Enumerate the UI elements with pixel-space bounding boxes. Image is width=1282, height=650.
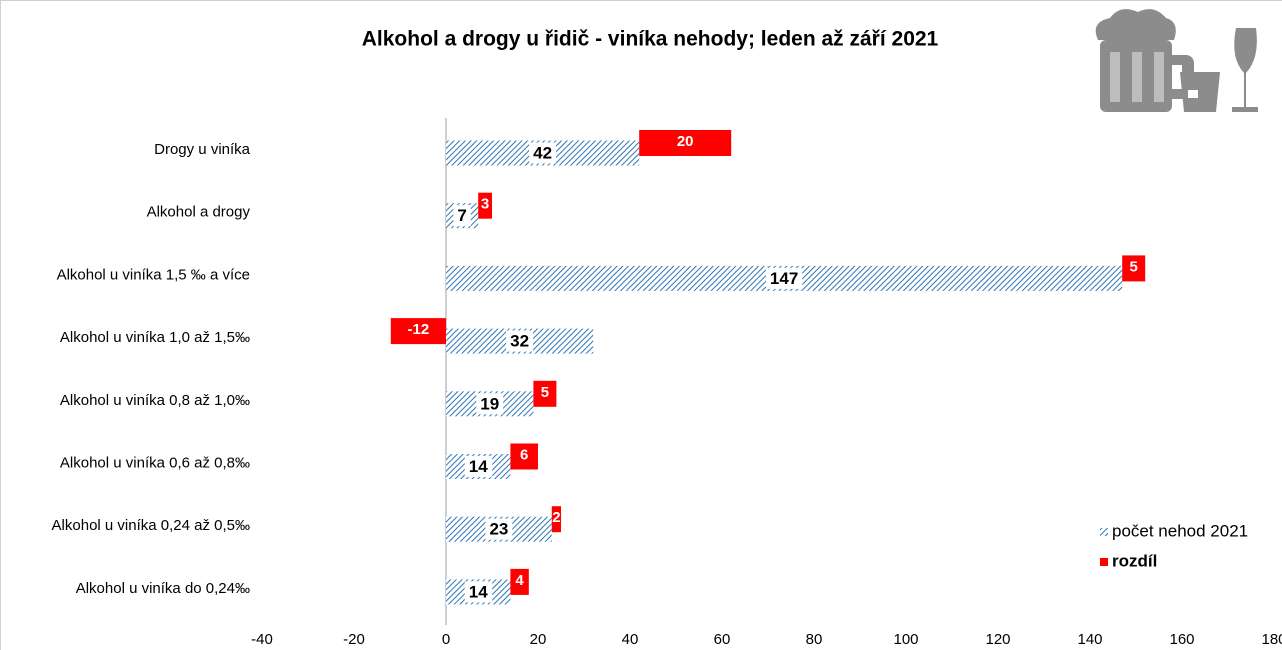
x-tick-label: 120 [985,631,1010,648]
bar [478,192,492,219]
bar [510,443,538,470]
legend-marker [1100,528,1108,536]
y-tick-label: Alkohol u viníka 0,6 až 0,8‰ [60,454,250,471]
data-label: 7 [457,206,466,225]
drinks-icon [1095,9,1258,112]
legend-label: počet nehod 2021 [1112,521,1248,540]
data-label-bg [485,518,513,540]
data-label-bg [529,142,557,164]
y-tick-label: Drogy u viníka [154,141,251,158]
data-label: 6 [520,446,528,463]
data-label: 147 [770,269,798,288]
data-label: 42 [533,143,552,162]
data-label-bg [476,393,504,415]
x-tick-label: 140 [1077,631,1102,648]
y-tick-label: Alkohol u viníka 1,0 až 1,5‰ [60,329,250,346]
y-tick-label: Alkohol u viníka do 0,24‰ [76,580,250,597]
data-label-bg [464,581,493,603]
y-tick-label: Alkohol a drogy [147,204,251,221]
x-tick-label: 40 [622,631,639,648]
legend-marker [1100,558,1108,566]
data-label: 20 [677,133,694,150]
x-tick-label: 100 [893,631,918,648]
bar [390,318,446,345]
bar [551,506,561,533]
data-label: 19 [480,394,499,413]
data-label: 5 [1130,258,1138,275]
data-label-bg [464,455,493,477]
legend-label: rozdíl [1112,551,1157,570]
x-tick-label: 160 [1169,631,1194,648]
x-tick-label: 80 [806,631,823,648]
data-label: 14 [469,457,488,476]
x-tick-label: 0 [442,631,450,648]
data-label: 32 [510,332,529,351]
bar [639,130,732,156]
x-tick-label: -40 [251,631,273,648]
data-label: 3 [481,196,489,213]
data-label: -12 [408,321,430,338]
data-label-bg [453,205,471,227]
x-tick-label: -20 [343,631,365,648]
data-label: 23 [489,520,508,539]
bar [1122,255,1146,282]
data-label: 14 [469,582,488,601]
chart-title: Alkohol a drogy u řidič - viníka nehody;… [362,28,939,51]
x-tick-label: 20 [530,631,547,648]
y-tick-label: Alkohol u viníka 0,24 až 0,5‰ [52,517,250,534]
y-tick-label: Alkohol u viníka 1,5 ‰ a více [57,266,250,283]
data-label-bg [765,267,803,289]
y-tick-label: Alkohol u viníka 0,8 až 1,0‰ [60,392,250,409]
x-tick-label: 180 [1261,631,1282,648]
data-label: 2 [552,509,560,526]
data-label-bg [506,330,534,352]
data-label: 4 [515,572,524,589]
bar [510,568,529,595]
bar [533,380,557,407]
x-tick-label: 60 [714,631,731,648]
data-label: 5 [541,384,549,401]
